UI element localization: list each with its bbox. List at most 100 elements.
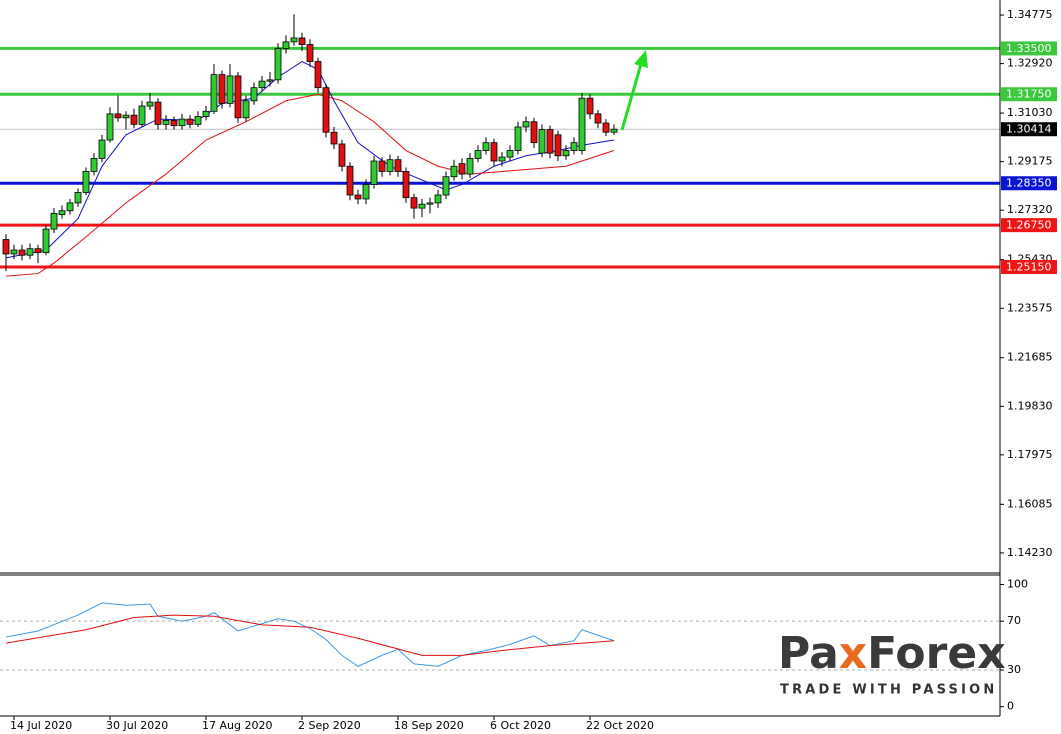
candle-body [66, 202, 74, 212]
grid-layer [0, 620, 1000, 671]
indicator-y-tick-label: 70 [1007, 614, 1021, 627]
candle-body [250, 87, 258, 102]
candle-body [258, 80, 266, 89]
candle-body [186, 118, 194, 125]
level-label: 1.25150 [1006, 261, 1052, 274]
indicator-y-tick-label: 30 [1007, 663, 1021, 676]
indicator-line [5, 614, 615, 656]
levels-layer [0, 46, 1000, 269]
candle-body [546, 129, 554, 154]
level-label: 1.31750 [1006, 88, 1052, 101]
level-label-box [1001, 260, 1057, 275]
candle-body [410, 197, 418, 209]
candle-body [202, 110, 210, 117]
last-price-box [1001, 122, 1057, 137]
x-tick-label: 6 Oct 2020 [490, 719, 551, 732]
level-label-box [1001, 218, 1057, 233]
candle-body [178, 118, 186, 127]
last-price-label: 1.30414 [1006, 123, 1052, 136]
candle-body [226, 75, 234, 104]
candle-body [98, 139, 106, 159]
y-tick-label: 1.27320 [1007, 203, 1053, 216]
candle-body [290, 37, 298, 43]
candle-body [538, 129, 546, 154]
candle-body [346, 165, 354, 196]
candle-body [402, 171, 410, 199]
x-tick-label: 18 Sep 2020 [394, 719, 464, 732]
candle-body [562, 150, 570, 157]
candle-body [386, 159, 394, 172]
candle-body [594, 113, 602, 124]
level-label: 1.33500 [1006, 42, 1052, 55]
brand-part: Forex [867, 628, 1005, 679]
candle-body [330, 131, 338, 145]
candle-body [514, 126, 522, 151]
candle-body [426, 202, 434, 205]
candle-body [498, 156, 506, 162]
candle-body [306, 44, 314, 62]
forecast-arrow [620, 63, 643, 131]
candle-body [442, 176, 450, 196]
candle-body [162, 120, 170, 125]
candle-body [370, 160, 378, 185]
candle-body [138, 105, 146, 125]
x-tick-label: 22 Oct 2020 [586, 719, 654, 732]
candle-body [170, 120, 178, 127]
candle-body [114, 113, 122, 119]
candle-body [570, 142, 578, 151]
candle-body [506, 150, 514, 158]
candle-body [298, 37, 306, 45]
candle-body [130, 114, 138, 125]
candle-body [554, 134, 562, 157]
candle-body [218, 74, 226, 104]
candle-body [74, 192, 82, 204]
candle-body [26, 248, 34, 256]
candle-body [266, 79, 274, 82]
candle-body [522, 121, 530, 128]
candles-layer [2, 14, 618, 271]
candle-body [578, 97, 586, 151]
candle-body [482, 142, 490, 151]
brand-tagline: TRADE WITH PASSION [780, 683, 998, 698]
candle-body [50, 212, 58, 230]
candle-body [418, 203, 426, 209]
candle-body [82, 171, 90, 193]
candle-body [194, 116, 202, 125]
moving-average [5, 93, 615, 277]
candle-body [602, 122, 610, 133]
candle-body [610, 128, 618, 133]
y-tick-label: 1.21685 [1007, 351, 1053, 364]
x-tick-label: 14 Jul 2020 [10, 719, 72, 732]
candle-body [10, 249, 18, 255]
candle-body [586, 97, 594, 115]
x-tick-label: 17 Aug 2020 [202, 719, 272, 732]
candle-body [106, 113, 114, 141]
candle-body [122, 114, 130, 119]
candle-body [450, 165, 458, 178]
indicator-line [5, 602, 615, 667]
candle-body [378, 160, 386, 172]
level-label-box [1001, 87, 1057, 102]
y-tick-label: 1.34775 [1007, 8, 1053, 21]
level-label-box [1001, 176, 1057, 191]
candle-body [354, 194, 362, 200]
candle-body [90, 157, 98, 172]
y-tick-label: 1.17975 [1007, 448, 1053, 461]
candle-body [274, 48, 282, 81]
candle-body [146, 101, 154, 107]
y-tick-label: 1.19830 [1007, 399, 1053, 412]
y-tick-label: 1.31030 [1007, 106, 1053, 119]
candle-body [282, 41, 290, 49]
candle-body [338, 143, 346, 167]
candle-body [314, 61, 322, 89]
indicator-y-tick-label: 100 [1007, 578, 1028, 591]
candle-body [34, 248, 42, 254]
candle-body [18, 249, 26, 256]
candle-body [458, 163, 466, 175]
forecast-arrow-head [634, 50, 648, 68]
candle-body [58, 210, 66, 216]
x-tick-label: 2 Sep 2020 [298, 719, 361, 732]
level-label: 1.26750 [1006, 219, 1052, 232]
indicator-y-tick-label: 0 [1007, 700, 1014, 713]
